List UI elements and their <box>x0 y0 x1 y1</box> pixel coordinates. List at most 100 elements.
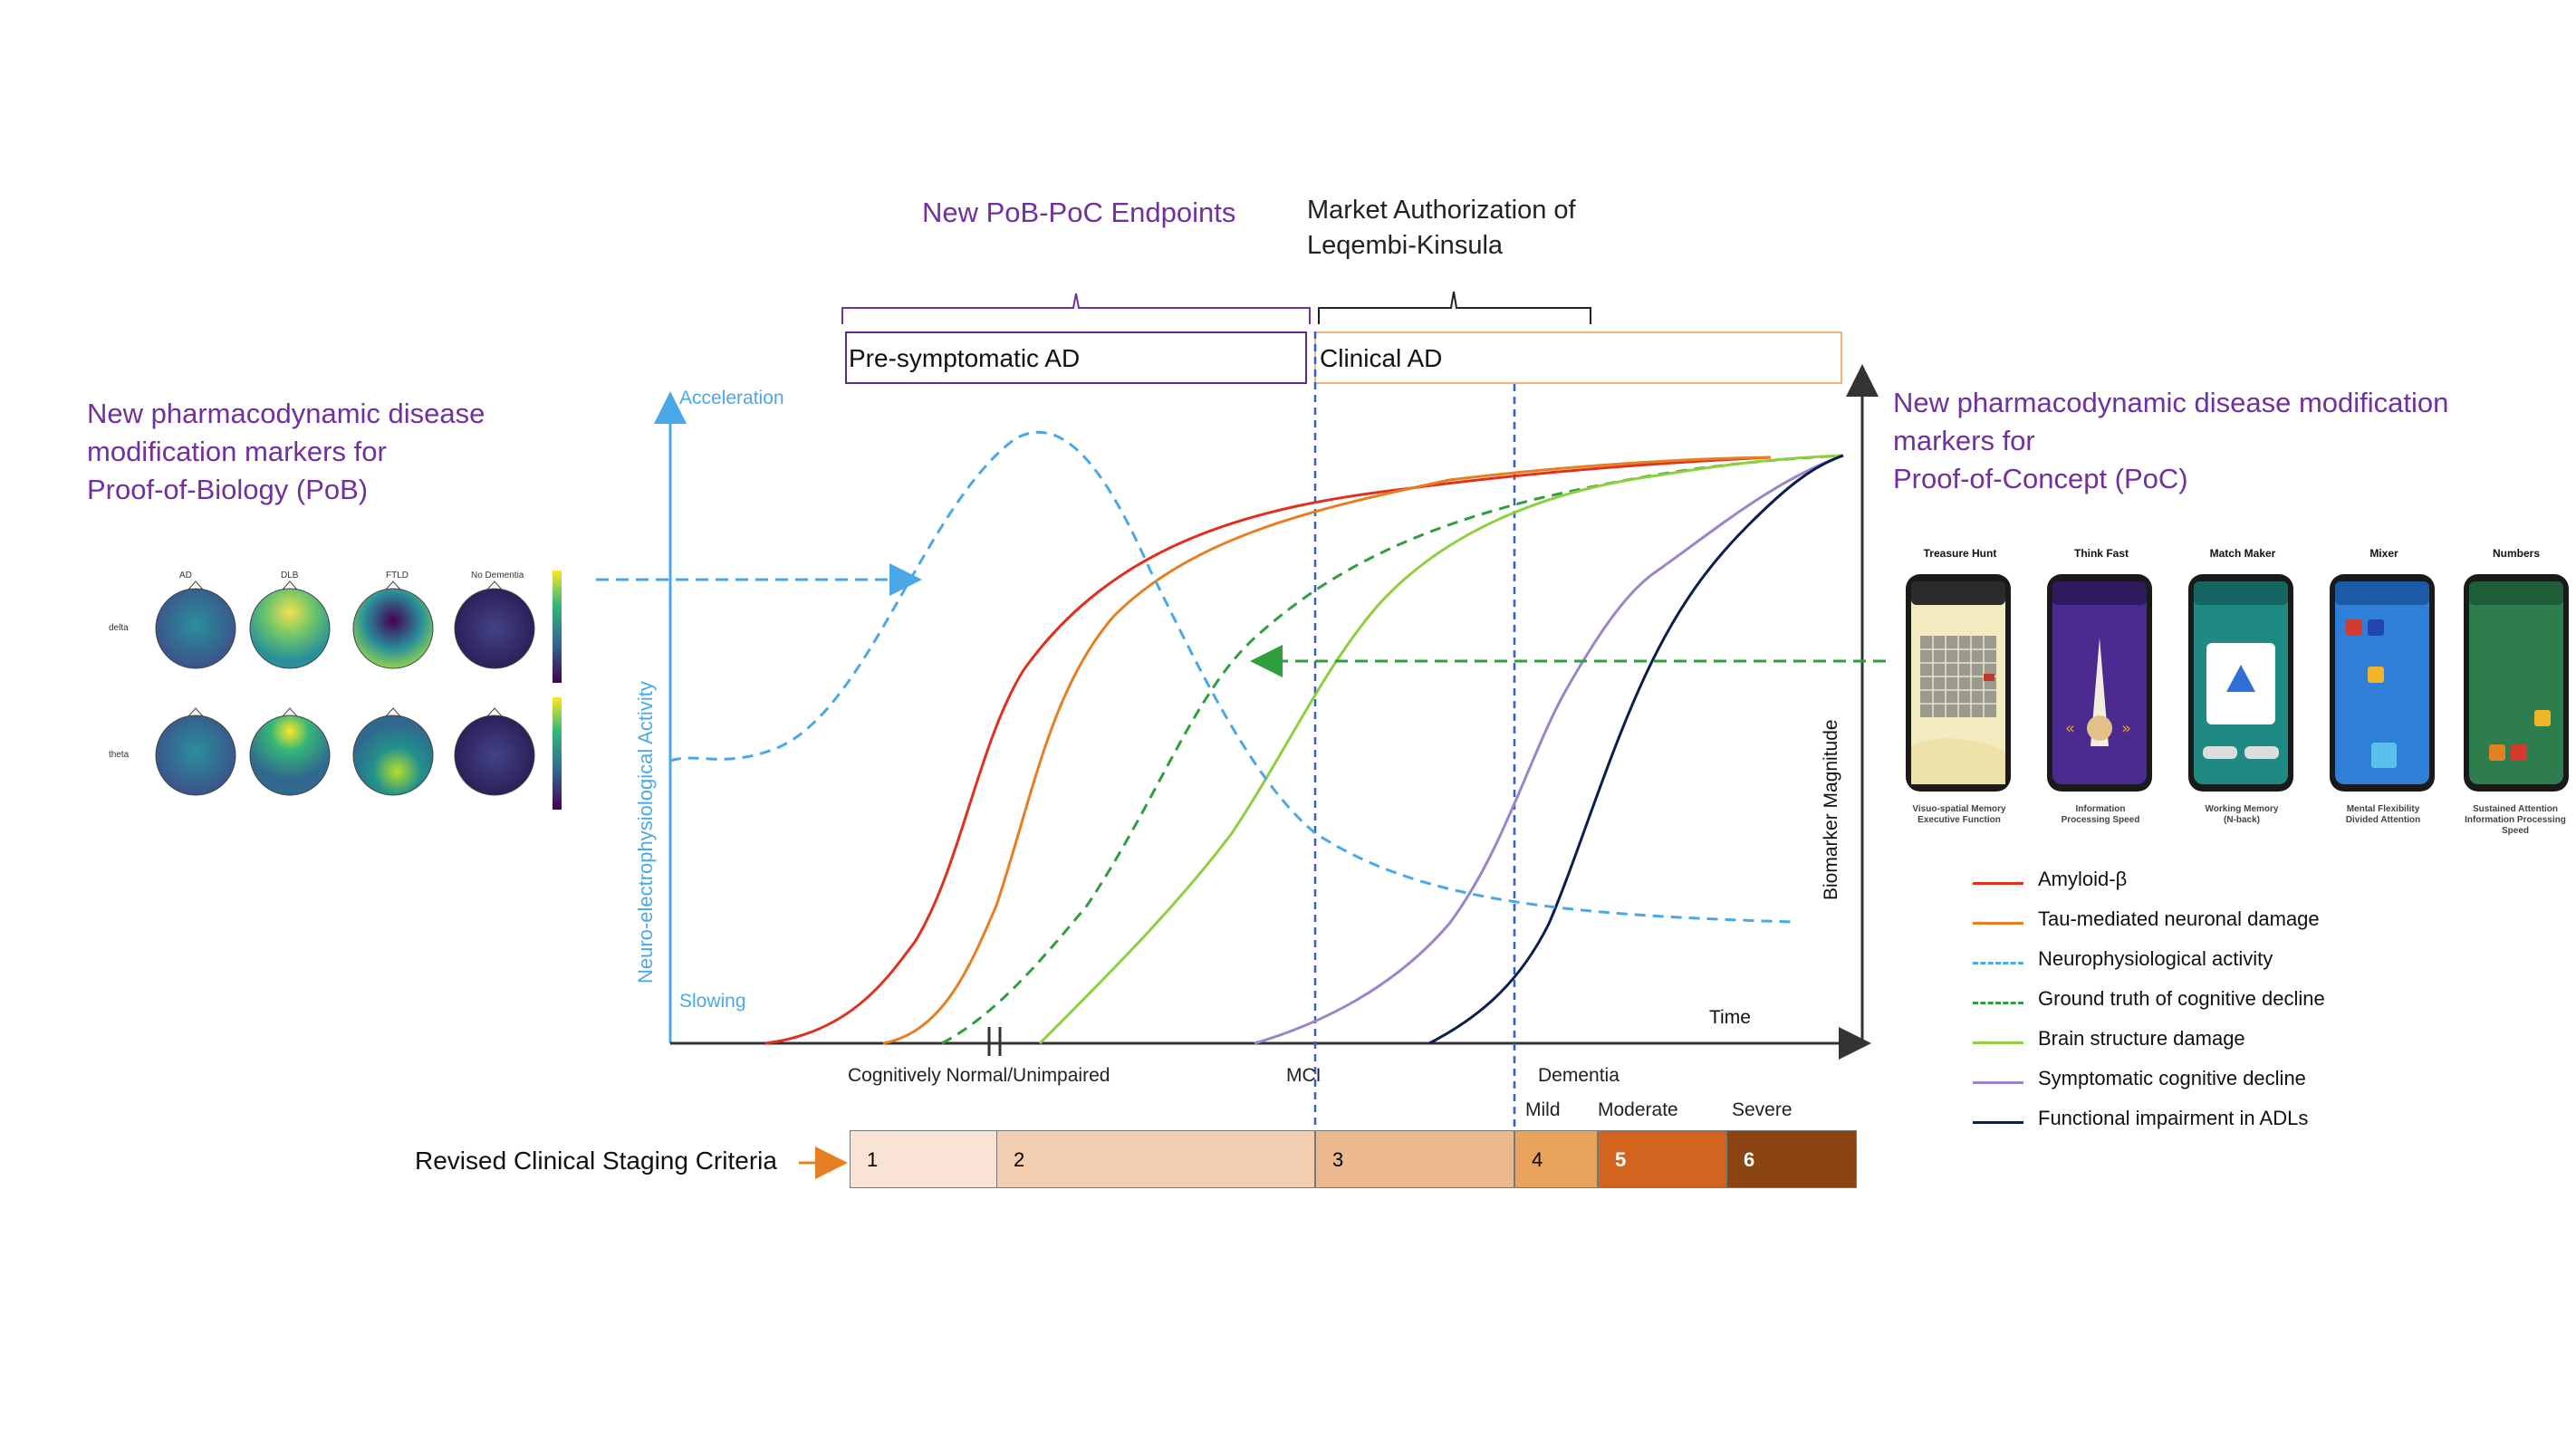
neurophysiological-activity-curve <box>669 430 1794 924</box>
dementia-label: Dementia <box>1538 1065 1620 1086</box>
stage-cell-1: 1 <box>850 1130 997 1188</box>
app-title-think-fast: Think Fast <box>2073 547 2129 560</box>
eeg-topomaps-figure: AD DLB FTLD No Dementia delta theta <box>100 563 571 817</box>
cognitively-normal-label: Cognitively Normal/Unimpaired <box>848 1065 1110 1086</box>
legend-label: Tau-mediated neuronal damage <box>2038 907 2320 930</box>
axis-break-mark <box>987 1027 1002 1056</box>
app-title-mixer: Mixer <box>2369 547 2398 560</box>
app-caption-mixer-1: Mental Flexibility <box>2346 804 2420 814</box>
app-caption-match-maker-2: (N-back) <box>2223 815 2260 825</box>
poc-marker-line1: New pharmacodynamic disease modification <box>1893 387 2449 418</box>
app-caption-think-fast-1: Information <box>2075 804 2126 814</box>
colorbar-theta <box>553 697 562 810</box>
app-caption-numbers-1: Sustained Attention <box>2472 804 2559 814</box>
topomap-theta-ad <box>155 707 236 796</box>
topo-col-ad: AD <box>179 571 192 581</box>
app-caption-mixer-2: Divided Attention <box>2345 815 2421 825</box>
topo-col-ftld: FTLD <box>386 571 409 581</box>
phone-think-fast: « » <box>2047 574 2152 792</box>
legend-item: Ground truth of cognitive decline <box>1966 982 2527 1022</box>
acceleration-label: Acceleration <box>679 388 784 408</box>
market-auth-brace <box>1318 291 1591 324</box>
svg-text:«: « <box>2065 719 2075 738</box>
legend-item: Neurophysiological activity <box>1966 942 2527 982</box>
mci-label: MCI <box>1286 1065 1322 1086</box>
slowing-label: Slowing <box>679 991 746 1012</box>
topomap-delta-ad <box>155 581 236 669</box>
market-authorization-label-line2: Leqembi-Kinsula <box>1307 231 1504 260</box>
legend-item: Brain structure damage <box>1966 1022 2527 1061</box>
pob-marker-line3: Proof-of-Biology (PoB) <box>87 474 369 505</box>
app-caption-treasure-hunt-1: Visuo-spatial Memory <box>1912 804 2006 814</box>
legend-swatch <box>1973 962 2023 964</box>
legend-swatch <box>1973 1121 2023 1124</box>
topo-col-nodementia: No Dementia <box>471 571 524 581</box>
topomap-theta-nodementia <box>454 707 535 796</box>
ground-truth-cognitive-decline-curve <box>941 454 1844 1045</box>
functional-impairment-curve <box>1428 454 1844 1045</box>
app-title-numbers: Numbers <box>2492 547 2540 560</box>
topomap-delta-nodementia <box>454 581 535 669</box>
colorbar-delta <box>553 571 562 683</box>
app-caption-treasure-hunt-2: Executive Function <box>1918 815 2001 825</box>
amyloid-beta-curve <box>764 456 1772 1045</box>
topo-col-dlb: DLB <box>281 571 299 581</box>
topomap-delta-ftld <box>352 581 434 669</box>
legend-item: Tau-mediated neuronal damage <box>1966 902 2527 942</box>
legend-item: Symptomatic cognitive decline <box>1966 1061 2527 1101</box>
legend-swatch <box>1973 922 2023 925</box>
topomap-delta-dlb <box>249 581 331 669</box>
brain-structure-damage-curve <box>1038 454 1844 1045</box>
phone-match-maker <box>2188 574 2293 792</box>
stage-cell-5: 5 <box>1598 1130 1726 1188</box>
legend-label: Amyloid-β <box>2038 868 2128 890</box>
svg-text:»: » <box>2121 719 2131 738</box>
legend-label: Symptomatic cognitive decline <box>2038 1067 2306 1089</box>
topo-row-delta: delta <box>109 623 129 633</box>
legend-label: Brain structure damage <box>2038 1027 2245 1050</box>
pob-poc-brace <box>841 293 1311 324</box>
symptomatic-cognitive-decline-curve <box>1254 454 1844 1045</box>
app-caption-numbers-2: Information Processing <box>2465 815 2566 825</box>
staging-criteria-label: Revised Clinical Staging Criteria <box>415 1147 777 1175</box>
presymptomatic-phase-label: Pre-symptomatic AD <box>849 344 1081 372</box>
stage-cell-2: 2 <box>996 1130 1315 1188</box>
legend-swatch <box>1973 1002 2023 1004</box>
left-axis-title: Neuro-electrophysiological Activity <box>634 681 657 984</box>
legend-item: Amyloid-β <box>1966 862 2527 902</box>
topomap-theta-dlb <box>249 707 331 796</box>
legend: Amyloid-β Tau-mediated neuronal damage N… <box>1966 862 2527 1141</box>
phone-treasure-hunt <box>1906 574 2011 792</box>
presymptomatic-phase-box: Pre-symptomatic AD <box>845 331 1307 384</box>
app-caption-think-fast-2: Processing Speed <box>2061 815 2140 825</box>
cognitive-apps-figure: Treasure Hunt Think Fast Match Maker Mix… <box>1884 547 2572 846</box>
legend-label: Ground truth of cognitive decline <box>2038 987 2325 1010</box>
legend-swatch <box>1973 882 2023 885</box>
stage-cell-4: 4 <box>1514 1130 1598 1188</box>
right-axis-title: Biomarker Magnitude <box>1821 719 1841 900</box>
severe-label: Severe <box>1732 1099 1793 1120</box>
tau-damage-curve <box>882 456 1772 1045</box>
app-caption-match-maker-1: Working Memory <box>2205 804 2279 814</box>
topo-row-theta: theta <box>109 750 130 760</box>
pob-marker-line2: modification markers for <box>87 436 387 467</box>
market-authorization-label-line1: Market Authorization of <box>1307 196 1576 225</box>
app-title-match-maker: Match Maker <box>2209 547 2276 560</box>
pob-marker-line1: New pharmacodynamic disease <box>87 398 485 429</box>
pob-poc-endpoints-label: New PoB-PoC Endpoints <box>922 197 1236 228</box>
phone-numbers <box>2464 574 2569 792</box>
legend-swatch <box>1973 1081 2023 1084</box>
poc-marker-line2: markers for <box>1893 425 2035 456</box>
legend-swatch <box>1973 1041 2023 1044</box>
x-axis-title: Time <box>1709 1007 1751 1028</box>
moderate-label: Moderate <box>1598 1099 1678 1120</box>
poc-marker-line3: Proof-of-Concept (PoC) <box>1893 463 2188 494</box>
legend-label: Neurophysiological activity <box>2038 947 2273 970</box>
stage-cell-6: 6 <box>1726 1130 1857 1188</box>
app-caption-numbers-3: Speed <box>2501 826 2529 836</box>
app-title-treasure-hunt: Treasure Hunt <box>1923 547 1997 560</box>
legend-label: Functional impairment in ADLs <box>2038 1107 2309 1129</box>
stage-cell-3: 3 <box>1315 1130 1514 1188</box>
